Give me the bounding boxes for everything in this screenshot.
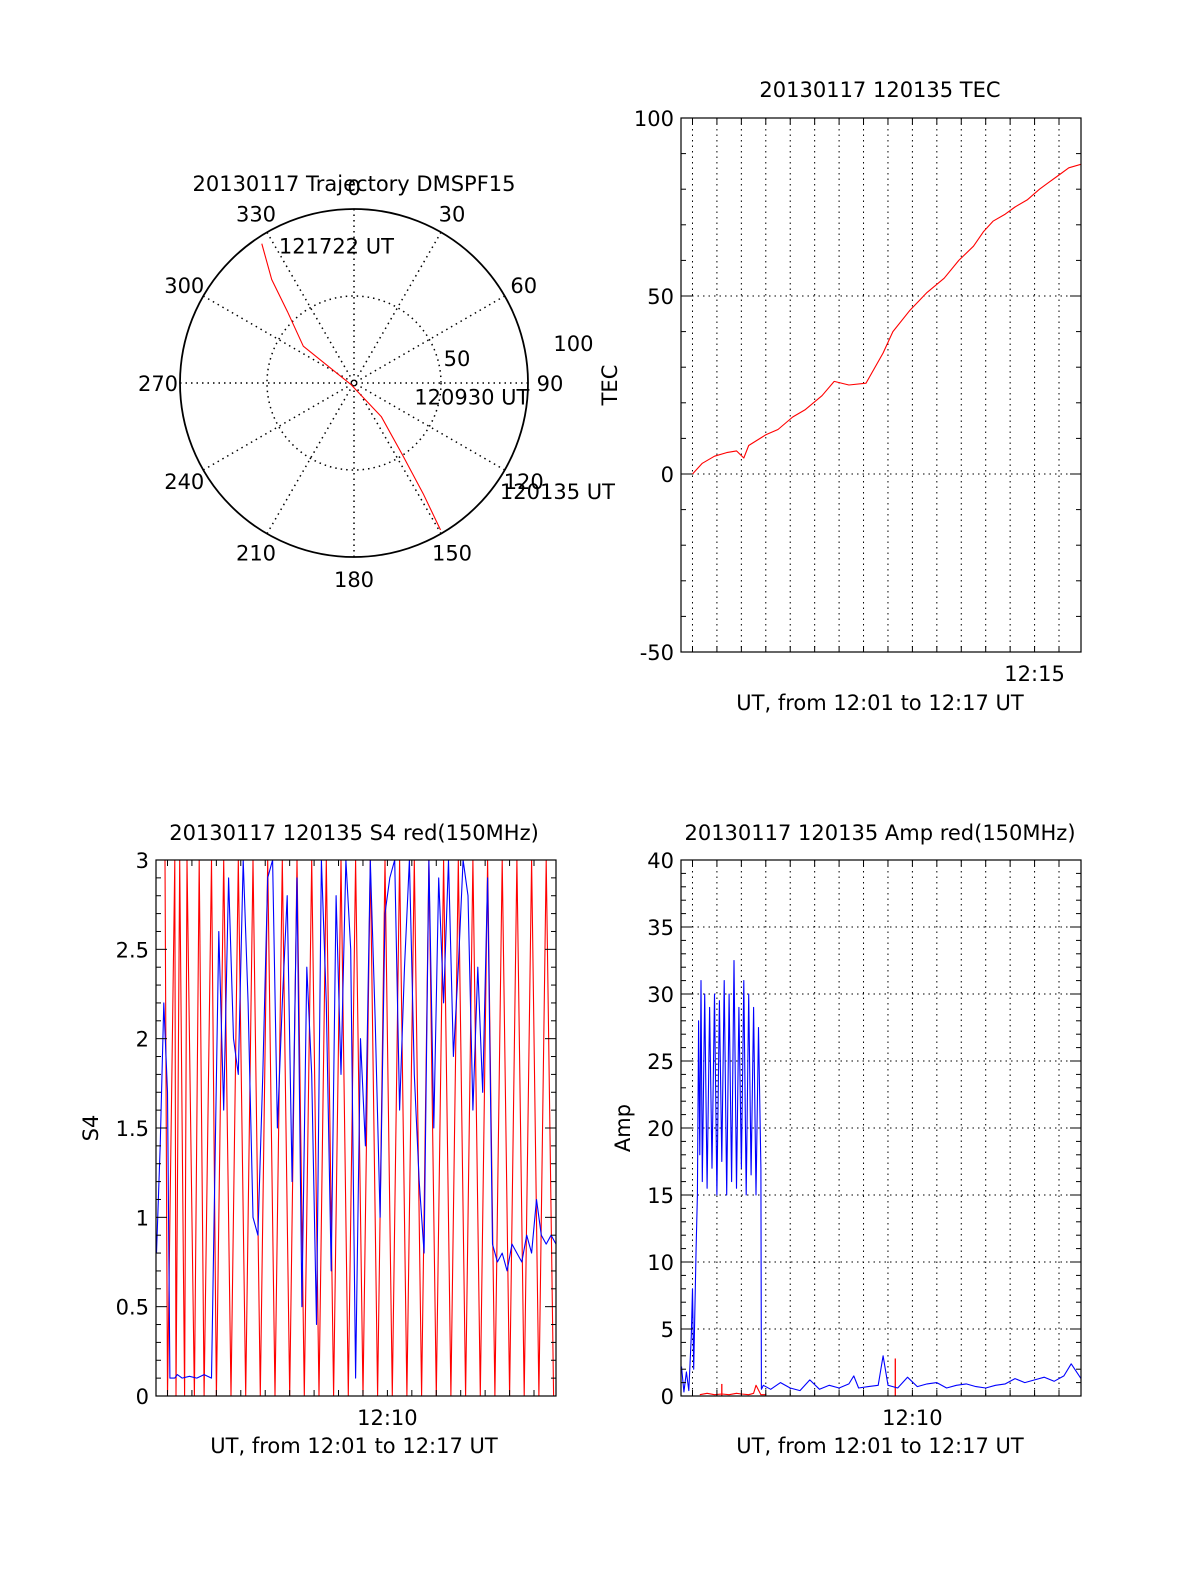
tec-y-tick-label: -50 xyxy=(640,641,674,665)
amp-y-tick-label: 20 xyxy=(647,1117,674,1141)
amp-y-tick-label: 0 xyxy=(661,1385,674,1409)
polar-outer-ring xyxy=(179,208,529,558)
s4-y-axis-label: S4 xyxy=(79,1115,103,1142)
s4-plot-area: 0 0.5 1 1.5 2 2.5 3 12:10 xyxy=(116,849,557,1430)
amp-panel: 20130117 120135 Amp red(150MHz) Amp UT, … xyxy=(611,821,1082,1458)
polar-spoke xyxy=(202,295,506,471)
s4-y-tick-label: 1 xyxy=(136,1206,149,1230)
tec-y-tick-label: 0 xyxy=(661,463,674,487)
trajectory-title: 20130117 Trajectory DMSPF15 xyxy=(192,172,515,196)
s4-x-axis-label: UT, from 12:01 to 12:17 UT xyxy=(210,1434,498,1458)
s4-x-tick-label: 12:10 xyxy=(357,1406,418,1430)
amp-y-tick-label: 5 xyxy=(661,1318,674,1342)
s4-y-tick-label: 2.5 xyxy=(116,938,149,962)
polar-angle-label: 60 xyxy=(510,274,537,298)
tec-x-axis-label: UT, from 12:01 to 12:17 UT xyxy=(736,691,1024,715)
tec-y-tick-label: 100 xyxy=(634,107,674,131)
polar-angle-labels: 0 30 60 90 120 150 180 210 240 270 300 330 xyxy=(138,176,563,592)
amp-x-tick-label: 12:10 xyxy=(882,1406,943,1430)
s4-y-tick-label: 3 xyxy=(136,849,149,873)
polar-radial-labels: 50 100 xyxy=(444,332,594,371)
amp-title: 20130117 120135 Amp red(150MHz) xyxy=(684,821,1075,845)
trajectory-time-label: 120930 UT xyxy=(414,385,529,409)
tec-panel: 20130117 120135 TEC TEC UT, from 12:01 t… xyxy=(598,78,1082,715)
s4-traces xyxy=(156,860,556,1396)
polar-angle-label: 180 xyxy=(334,568,374,592)
tec-title: 20130117 120135 TEC xyxy=(759,78,1000,102)
polar-grid xyxy=(179,208,529,558)
amp-y-tick-label: 35 xyxy=(647,916,674,940)
s4-series-blue-line xyxy=(156,860,556,1379)
s4-panel: 20130117 120135 S4 red(150MHz) S4 UT, fr… xyxy=(79,821,557,1458)
polar-inner-ring xyxy=(266,295,442,471)
polar-angle-label: 240 xyxy=(164,470,204,494)
amp-y-tick-label: 10 xyxy=(647,1251,674,1275)
polar-spoke xyxy=(266,231,442,535)
tec-y-axis-label: TEC xyxy=(598,365,622,407)
trajectory-annotations: 121722 UT 120930 UT 120135 UT xyxy=(279,234,615,503)
polar-angle-label: 270 xyxy=(138,372,178,396)
amp-series-red-line xyxy=(699,1384,766,1396)
polar-angle-label: 300 xyxy=(164,274,204,298)
polar-angle-label: 0 xyxy=(347,176,360,200)
amp-traces xyxy=(681,959,1081,1396)
amp-x-axis-label: UT, from 12:01 to 12:17 UT xyxy=(736,1434,1024,1458)
amp-y-tick-label: 40 xyxy=(647,849,674,873)
s4-y-tick-label: 0 xyxy=(136,1385,149,1409)
s4-y-tick-label: 2 xyxy=(136,1028,149,1052)
polar-radial-label: 100 xyxy=(553,332,593,356)
polar-angle-label: 30 xyxy=(439,202,466,226)
polar-angle-label: 90 xyxy=(537,372,564,396)
amp-y-tick-label: 25 xyxy=(647,1050,674,1074)
tec-x-tick-label: 12:15 xyxy=(1004,662,1065,686)
tec-y-tick-label: 50 xyxy=(647,285,674,309)
tec-series-red-line xyxy=(692,163,1081,475)
s4-series-red-line xyxy=(164,860,555,1396)
polar-spoke xyxy=(266,231,442,535)
trajectory-time-label: 120135 UT xyxy=(500,480,615,504)
amp-y-tick-label: 30 xyxy=(647,983,674,1007)
trajectory-traces xyxy=(261,243,441,531)
s4-title: 20130117 120135 S4 red(150MHz) xyxy=(169,821,539,845)
polar-angle-label: 330 xyxy=(236,202,276,226)
amp-plot-area: 0 5 10 15 20 25 30 35 40 12:10 xyxy=(647,849,1082,1430)
polar-angle-label: 120 xyxy=(504,470,544,494)
trajectory-line xyxy=(261,243,441,531)
s4-y-tick-label: 1.5 xyxy=(116,1117,149,1141)
polar-angle-label: 210 xyxy=(236,542,276,566)
trajectory-polar-panel: 20130117 Trajectory DMSPF15 0 30 60 90 120 15… xyxy=(138,172,615,592)
polar-angle-label: 150 xyxy=(432,542,472,566)
tec-plot-area: -50 0 50 100 12:15 xyxy=(634,107,1082,686)
trajectory-time-label: 121722 UT xyxy=(279,234,394,258)
amp-series-blue-line xyxy=(681,959,1081,1393)
tec-axes-frame xyxy=(680,117,1082,653)
amp-y-axis-label: Amp xyxy=(611,1104,635,1152)
polar-radial-label: 50 xyxy=(444,347,471,371)
amp-y-tick-label: 15 xyxy=(647,1184,674,1208)
tec-traces xyxy=(692,163,1081,475)
s4-y-tick-label: 0.5 xyxy=(116,1296,149,1320)
polar-spoke xyxy=(202,295,506,471)
